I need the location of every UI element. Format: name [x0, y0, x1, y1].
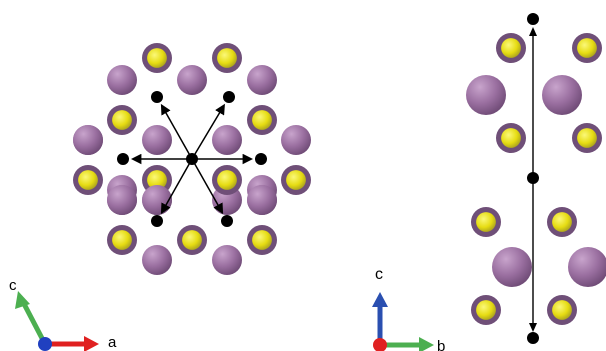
large-atom	[542, 75, 582, 115]
c-arrow-bottom	[529, 323, 537, 332]
small-atom	[552, 300, 572, 320]
lattice-vector-arrow	[191, 103, 225, 160]
axis-c-arrow	[19, 298, 48, 346]
large-atom	[107, 185, 137, 215]
small-atom	[182, 230, 202, 250]
large-atom	[247, 185, 277, 215]
small-atom	[112, 230, 132, 250]
axis-a-arrowhead	[84, 336, 99, 351]
left-lattice-arrows	[130, 103, 254, 215]
lattice-site	[151, 215, 163, 227]
lattice-site	[223, 91, 235, 103]
axis-label-b: b	[437, 338, 445, 351]
axis-origin	[38, 337, 52, 351]
small-atom	[501, 128, 521, 148]
lattice-vector-arrow	[160, 103, 193, 160]
large-atom	[281, 125, 311, 155]
small-atom	[147, 170, 167, 190]
axis-label-c: c	[9, 277, 17, 294]
lattice-site	[186, 153, 198, 165]
left-atom-layer	[73, 43, 311, 275]
small-atom	[577, 128, 597, 148]
axis-label-c: c	[375, 266, 383, 283]
left-panel: c a	[9, 43, 311, 351]
large-atom	[142, 245, 172, 275]
right-atom-layer	[466, 33, 606, 325]
lattice-site	[221, 215, 233, 227]
lattice-site	[151, 91, 163, 103]
small-atom	[552, 212, 572, 232]
axis-c-arrowhead	[15, 291, 30, 309]
small-atom	[476, 300, 496, 320]
small-atom	[286, 170, 306, 190]
large-atom	[107, 65, 137, 95]
small-atom	[577, 38, 597, 58]
large-atom	[247, 65, 277, 95]
lattice-vector-arrow	[160, 158, 193, 215]
large-atom	[142, 125, 172, 155]
axis-c-arrowhead	[372, 292, 388, 307]
small-atom	[501, 38, 521, 58]
right-lattice-sites	[527, 13, 539, 344]
lattice-site	[255, 153, 267, 165]
lattice-site	[527, 13, 539, 25]
large-atom	[568, 247, 606, 287]
axis-origin	[373, 338, 387, 351]
small-atom	[78, 170, 98, 190]
left-lattice-sites	[117, 91, 267, 227]
right-panel: c b	[372, 13, 606, 351]
small-atom	[252, 230, 272, 250]
large-atom	[492, 247, 532, 287]
c-arrow-top	[529, 27, 537, 36]
axis-b-arrowhead	[419, 337, 434, 351]
axis-label-a: a	[108, 334, 117, 351]
large-atom	[212, 245, 242, 275]
small-atom	[147, 48, 167, 68]
left-axis-triad: c a	[9, 277, 117, 351]
lattice-site	[117, 153, 129, 165]
right-axis-triad: c b	[372, 266, 445, 351]
small-atom	[112, 110, 132, 130]
lattice-site	[527, 332, 539, 344]
large-atom	[466, 75, 506, 115]
lattice-site	[527, 172, 539, 184]
small-atom	[217, 48, 237, 68]
lattice-vector-arrow	[191, 158, 224, 215]
small-atom	[217, 170, 237, 190]
large-atom	[142, 185, 172, 215]
large-atom	[177, 65, 207, 95]
large-atom	[73, 125, 103, 155]
large-atom	[212, 125, 242, 155]
small-atom	[476, 212, 496, 232]
small-atom	[252, 110, 272, 130]
